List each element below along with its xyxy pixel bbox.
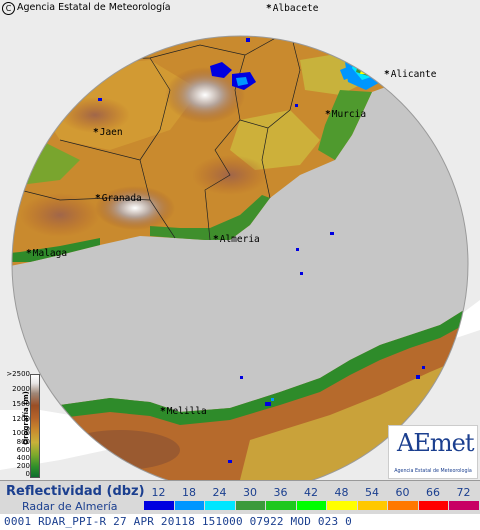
legend-level-label: 36 (273, 486, 288, 499)
legend-level-label: 18 (182, 486, 196, 499)
legend-subtitle: Radar de Almería (22, 500, 118, 513)
legend-color-swatch (266, 501, 296, 510)
aemet-logo-wordmark: AEmet (397, 429, 474, 457)
radar-map: C Agencia Estatal de Meteorología *Albace… (0, 0, 480, 480)
plains-yellow (230, 110, 320, 170)
status-bar: 0001 RDAR_PPI-R 27 APR 20118 151000 0792… (0, 514, 480, 530)
orography-tick: 600 (16, 446, 30, 454)
orography-tick: >2500 (6, 370, 30, 378)
orography-axis-label: Orografía (m) (22, 391, 31, 445)
legend-color-swatch (205, 501, 235, 510)
copyright-icon: C (2, 2, 15, 15)
legend-level-label: 54 (365, 486, 379, 499)
aemet-logo: AEmet Agencia Estatal de Meteorología (388, 425, 478, 479)
radar-range-ring (11, 35, 469, 480)
city-label-murcia: *Murcia (325, 109, 367, 120)
orography-tick: 400 (16, 454, 30, 462)
legend-color-swatch (357, 501, 387, 510)
orography-tick: 0 (25, 470, 30, 478)
orography-tick: 1000 (12, 429, 30, 437)
legend-level-label: 72 (456, 486, 471, 499)
legend-level-label: 66 (426, 486, 440, 499)
legend-color-swatch (449, 501, 479, 510)
city-label-alicante: *Alicante (384, 69, 437, 80)
city-label-melilla: *Melilla (160, 406, 207, 417)
legend-level-label: 24 (212, 486, 227, 499)
legend-color-swatch (296, 501, 326, 510)
legend-level-label: 12 (151, 486, 166, 499)
legend-color-swatch (144, 501, 174, 510)
orography-color-bar (30, 374, 40, 478)
legend-color-swatch (418, 501, 448, 510)
city-label-malaga: *Malaga (26, 248, 68, 259)
aemet-logo-subtitle: Agencia Estatal de Meteorología (394, 469, 472, 474)
reflectivity-legend: Reflectividad (dbz) Radar de Almería 12 1… (0, 480, 480, 515)
radar-map-graphic (0, 0, 480, 480)
city-label-almeria: *Almeria (213, 234, 260, 245)
legend-color-swatch (388, 501, 418, 510)
orography-tick: 1200 (12, 415, 30, 423)
legend-level-label: 30 (243, 486, 257, 499)
city-label-granada: *Granada (95, 193, 142, 204)
coast-green-west (12, 238, 100, 262)
city-label-jaen: *Jaen (93, 127, 123, 138)
legend-title: Reflectividad (dbz) (6, 484, 145, 499)
status-text: 0001 RDAR_PPI-R 27 APR 20118 151000 0792… (4, 515, 352, 528)
mountains-brown-3 (20, 193, 100, 237)
legend-level-label: 48 (334, 486, 349, 499)
sierra-cazorla (165, 67, 245, 123)
legend-color-swatch (174, 501, 204, 510)
legend-color-swatch (327, 501, 357, 510)
orography-tick: 200 (16, 462, 30, 470)
legend-level-label: 60 (395, 486, 410, 499)
orography-tick: 2000 (12, 385, 30, 393)
mountains-brown-1 (60, 97, 130, 133)
legend-color-swatch (235, 501, 265, 510)
coast-green-south (150, 195, 270, 240)
copyright-notice: C Agencia Estatal de Meteorología (2, 2, 171, 15)
orography-tick: 1500 (12, 400, 30, 408)
orography-tick: 800 (16, 438, 30, 446)
city-label-albacete: *Albacete (266, 3, 319, 14)
legend-level-label: 42 (304, 486, 318, 499)
sierra-nevada (95, 186, 175, 230)
coast-green-east (318, 90, 372, 160)
orography-legend: >2500 2000 1500 1200 1000 800 600 400 20… (6, 370, 50, 480)
